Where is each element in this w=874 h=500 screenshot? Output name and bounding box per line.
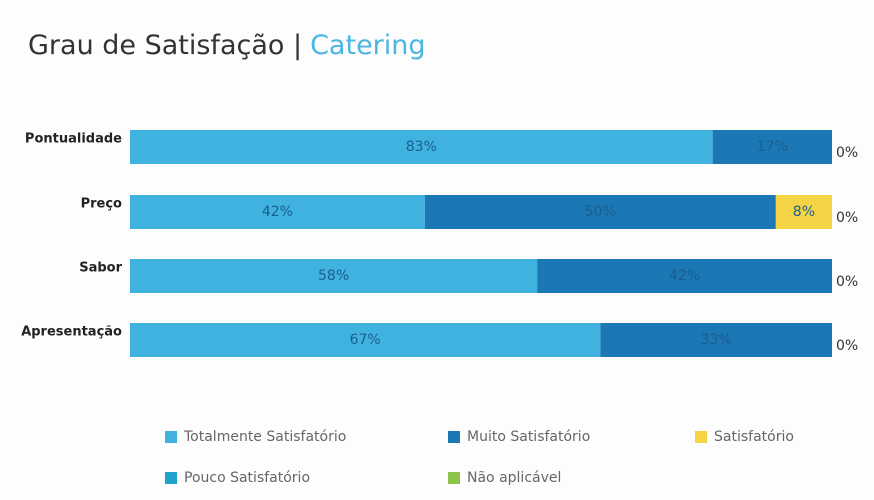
legend-label: Muito Satisfatório xyxy=(467,429,590,445)
legend-swatch xyxy=(695,431,707,443)
data-label: 50% xyxy=(585,204,616,220)
data-label: 33% xyxy=(701,332,732,348)
data-label: 58% xyxy=(318,268,349,284)
legend-label: Não aplicável xyxy=(467,470,561,486)
data-label: 0% xyxy=(836,338,858,354)
bar-segment xyxy=(130,323,601,357)
category-label: Apresentação xyxy=(21,325,122,340)
data-label: 0% xyxy=(836,274,858,290)
data-label: 0% xyxy=(836,210,858,226)
bar-segment xyxy=(600,323,832,357)
category-label: Sabor xyxy=(79,261,122,276)
bar-segment xyxy=(130,259,538,293)
legend-label: Totalmente Satisfatório xyxy=(183,429,346,445)
bar-segment xyxy=(775,195,832,229)
legend-swatch xyxy=(165,431,177,443)
category-label: Pontualidade xyxy=(25,132,122,147)
title-highlight: Catering xyxy=(310,30,425,61)
data-label: 0% xyxy=(836,145,858,161)
bar-segment xyxy=(537,259,832,293)
legend-swatch xyxy=(165,472,177,484)
data-label: 42% xyxy=(669,268,700,284)
data-label: 8% xyxy=(793,204,815,220)
data-label: 83% xyxy=(406,139,437,155)
title-main: Grau de Satisfação | xyxy=(28,30,302,61)
bar-segment xyxy=(712,130,832,164)
legend-label: Satisfatório xyxy=(714,429,794,445)
legend-swatch xyxy=(448,431,460,443)
category-label: Preço xyxy=(81,197,122,212)
legend-swatch xyxy=(448,472,460,484)
bar-segment xyxy=(424,195,776,229)
data-label: 67% xyxy=(350,332,381,348)
bar-segment xyxy=(130,195,425,229)
chart-title: Grau de Satisfação | Catering xyxy=(28,30,426,61)
data-label: 42% xyxy=(262,204,293,220)
bar-segment xyxy=(130,130,713,164)
data-label: 17% xyxy=(757,139,788,155)
legend-label: Pouco Satisfatório xyxy=(184,470,310,486)
